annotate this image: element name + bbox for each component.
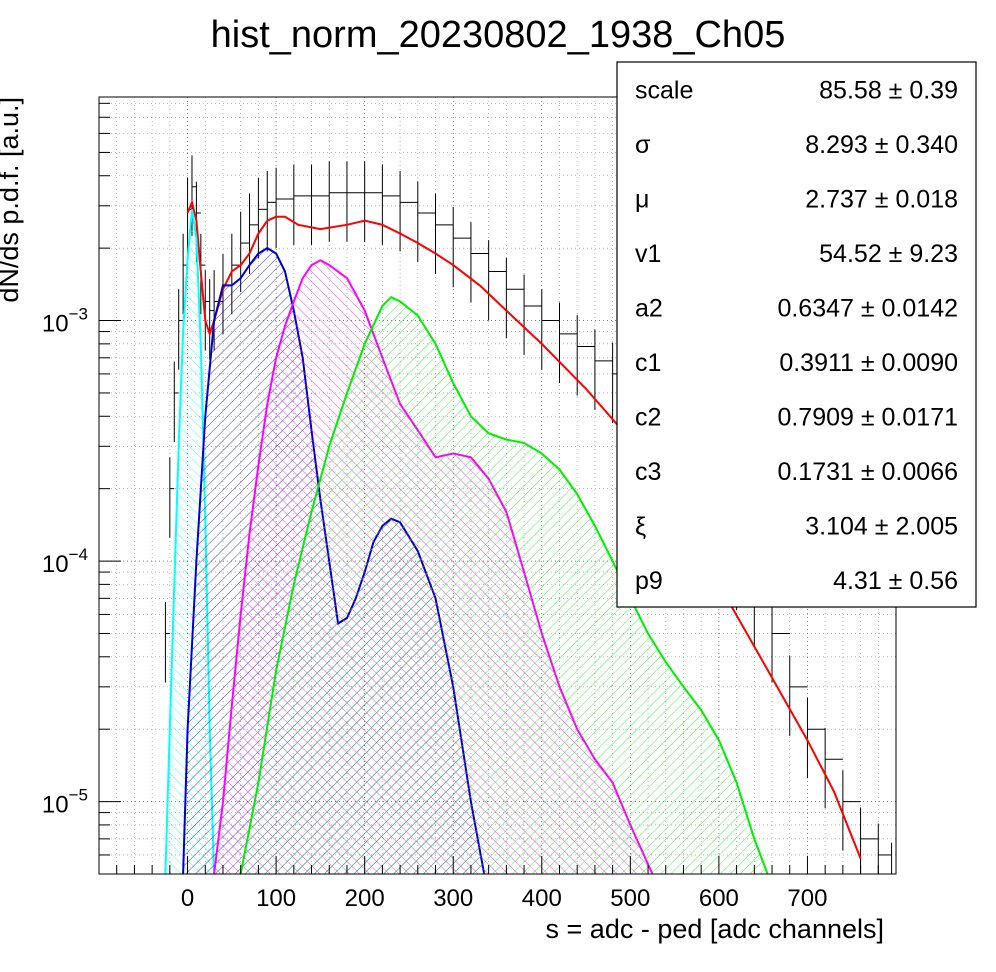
y-tick-label: 10−3 xyxy=(42,305,88,338)
y-axis-label: dN/ds p.d.f. [a.u.] xyxy=(0,97,24,303)
stat-name: μ xyxy=(635,185,649,213)
x-tick-label: 0 xyxy=(181,885,194,912)
y-tick-label: 10−4 xyxy=(42,545,88,578)
component-fill xyxy=(240,297,768,874)
stat-value: 0.3911 ± 0.0090 xyxy=(779,349,958,377)
stat-name: ξ xyxy=(635,512,646,540)
x-tick-label: 200 xyxy=(345,885,385,912)
stat-name: c2 xyxy=(635,403,661,431)
stat-value: 8.293 ± 0.340 xyxy=(805,131,958,159)
stat-name: a2 xyxy=(635,294,663,322)
stats-box-frame xyxy=(616,61,977,608)
stat-name: scale xyxy=(635,76,693,104)
x-tick-label: 700 xyxy=(787,885,827,912)
x-axis-label: s = adc - ped [adc channels] xyxy=(546,914,884,944)
stat-name: σ xyxy=(635,131,651,159)
x-tick-label: 100 xyxy=(256,885,296,912)
stat-name: v1 xyxy=(635,240,661,268)
x-axis: 0 100 200 300 400 500 600 700 xyxy=(98,856,897,912)
stat-name: c3 xyxy=(635,458,661,486)
stat-name: c1 xyxy=(635,349,661,377)
x-tick-label: 400 xyxy=(522,885,562,912)
stat-value: 85.58 ± 0.39 xyxy=(819,76,958,104)
x-tick-label: 500 xyxy=(610,885,650,912)
component-curve xyxy=(239,295,769,874)
stat-name: p9 xyxy=(635,567,663,595)
y-axis: 10−5 10−4 10−3 xyxy=(42,102,121,856)
y-tick-label: 10−5 xyxy=(42,786,88,819)
chart-title: hist_norm_20230802_1938_Ch05 xyxy=(211,14,786,56)
plot-area xyxy=(164,155,894,874)
stat-value: 3.104 ± 2.005 xyxy=(805,512,958,540)
x-tick-label: 600 xyxy=(699,885,739,912)
x-tick-label: 300 xyxy=(433,885,473,912)
stat-value: 4.31 ± 0.56 xyxy=(833,567,958,595)
stat-value: 0.7909 ± 0.0171 xyxy=(777,403,958,431)
stat-value: 54.52 ± 9.23 xyxy=(819,240,958,268)
stat-value: 0.1731 ± 0.0066 xyxy=(777,458,958,486)
stat-value: 2.737 ± 0.018 xyxy=(805,185,958,213)
stat-value: 0.6347 ± 0.0142 xyxy=(777,294,958,322)
fit-stats-box: scale 85.58 ± 0.39 σ 8.293 ± 0.340 μ 2.737 ± … xyxy=(616,61,977,608)
